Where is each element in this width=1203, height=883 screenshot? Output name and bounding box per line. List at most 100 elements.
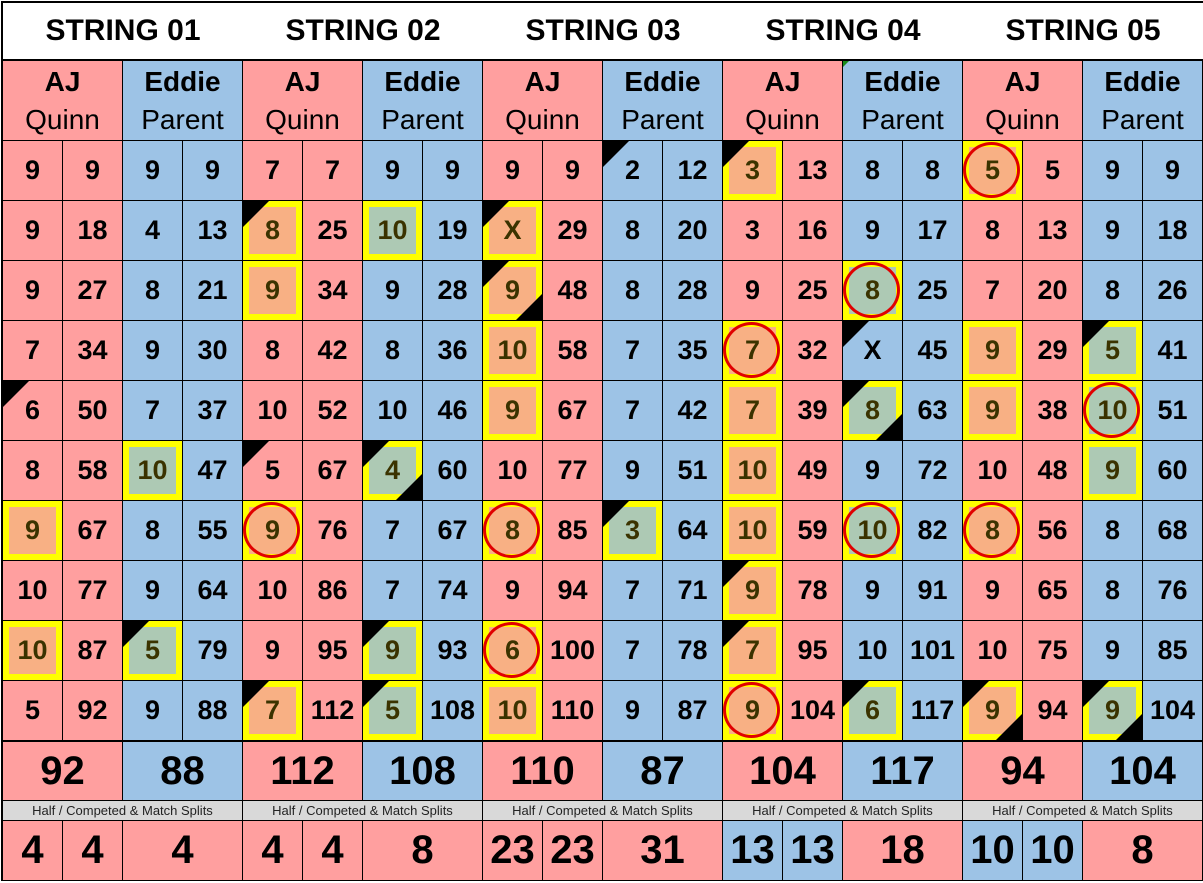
frame-score-cell[interactable]: 9 (243, 621, 303, 681)
frame-score-cell[interactable]: 10 (843, 501, 903, 561)
frame-score-cell[interactable]: 6 (843, 681, 903, 741)
frame-score-cell[interactable]: 10 (483, 441, 543, 501)
frame-score-cell[interactable]: 8 (243, 201, 303, 261)
frame-score-cell[interactable]: 10 (1083, 381, 1143, 441)
frame-score-cell[interactable]: 9 (243, 261, 303, 321)
frame-score-cell[interactable]: 7 (603, 621, 663, 681)
frame-score-cell[interactable]: 9 (723, 261, 783, 321)
frame-score-cell[interactable]: 9 (723, 681, 783, 741)
frame-score-cell[interactable]: 8 (243, 321, 303, 381)
frame-score-cell[interactable]: 9 (363, 621, 423, 681)
frame-score-cell[interactable]: 8 (363, 321, 423, 381)
frame-score-cell[interactable]: 8 (1083, 561, 1143, 621)
frame-score-cell[interactable]: 10 (963, 621, 1023, 681)
frame-score-cell[interactable]: 9 (3, 501, 63, 561)
frame-score-cell[interactable]: 9 (843, 441, 903, 501)
frame-score-cell[interactable]: 7 (363, 501, 423, 561)
frame-score-cell[interactable]: 9 (483, 261, 543, 321)
frame-score-cell[interactable]: 8 (963, 501, 1023, 561)
frame-score-cell[interactable]: 10 (363, 381, 423, 441)
frame-score-cell[interactable]: 7 (723, 381, 783, 441)
frame-score-cell[interactable]: 9 (963, 561, 1023, 621)
frame-score-cell[interactable]: 8 (603, 201, 663, 261)
frame-score-cell[interactable]: 10 (3, 621, 63, 681)
frame-score-cell[interactable]: 8 (603, 261, 663, 321)
frame-score-cell[interactable]: 9 (1083, 441, 1143, 501)
frame-score-cell[interactable]: 9 (3, 261, 63, 321)
frame-score-cell[interactable]: 7 (723, 321, 783, 381)
frame-score-cell[interactable]: 6 (3, 381, 63, 441)
frame-score-cell[interactable]: 9 (363, 261, 423, 321)
frame-score-cell[interactable]: 7 (243, 141, 303, 201)
frame-score-cell[interactable]: 3 (603, 501, 663, 561)
frame-score-cell[interactable]: 7 (963, 261, 1023, 321)
frame-score-cell[interactable]: 9 (483, 381, 543, 441)
frame-score-cell[interactable]: 5 (243, 441, 303, 501)
frame-score-cell[interactable]: 9 (963, 321, 1023, 381)
frame-score-cell[interactable]: 9 (1083, 681, 1143, 741)
frame-score-cell[interactable]: 7 (243, 681, 303, 741)
frame-score-cell[interactable]: 8 (843, 141, 903, 201)
frame-score-cell[interactable]: 10 (3, 561, 63, 621)
frame-score-cell[interactable]: 9 (483, 561, 543, 621)
frame-score-cell[interactable]: 5 (963, 141, 1023, 201)
frame-score-cell[interactable]: 9 (963, 681, 1023, 741)
frame-score-cell[interactable]: 4 (363, 441, 423, 501)
frame-score-cell[interactable]: 10 (123, 441, 183, 501)
frame-score-cell[interactable]: 10 (963, 441, 1023, 501)
frame-score-cell[interactable]: 5 (123, 621, 183, 681)
frame-score-cell[interactable]: 8 (3, 441, 63, 501)
frame-score-cell[interactable]: 9 (363, 141, 423, 201)
frame-score-cell[interactable]: 8 (123, 501, 183, 561)
frame-score-cell[interactable]: 2 (603, 141, 663, 201)
frame-score-cell[interactable]: 8 (483, 501, 543, 561)
frame-score-cell[interactable]: 9 (123, 141, 183, 201)
frame-score-cell[interactable]: 9 (963, 381, 1023, 441)
frame-score-cell[interactable]: X (483, 201, 543, 261)
frame-score-cell[interactable]: 7 (603, 561, 663, 621)
frame-score-cell[interactable]: 7 (363, 561, 423, 621)
frame-score-cell[interactable]: 9 (123, 681, 183, 741)
frame-score-cell[interactable]: 9 (123, 561, 183, 621)
frame-score-cell[interactable]: 3 (723, 201, 783, 261)
frame-score-cell[interactable]: 8 (1083, 261, 1143, 321)
frame-score-cell[interactable]: 10 (843, 621, 903, 681)
frame-score-cell[interactable]: 9 (1083, 141, 1143, 201)
frame-score-cell[interactable]: 9 (3, 201, 63, 261)
frame-score-cell[interactable]: X (843, 321, 903, 381)
frame-score-cell[interactable]: 9 (243, 501, 303, 561)
frame-score-cell[interactable]: 10 (723, 501, 783, 561)
frame-score-cell[interactable]: 10 (243, 561, 303, 621)
frame-score-cell[interactable]: 10 (363, 201, 423, 261)
frame-score-cell[interactable]: 3 (723, 141, 783, 201)
frame-score-cell[interactable]: 9 (843, 201, 903, 261)
frame-score-cell[interactable]: 5 (3, 681, 63, 741)
frame-score-cell[interactable]: 4 (123, 201, 183, 261)
frame-score-cell[interactable]: 9 (123, 321, 183, 381)
frame-score-cell[interactable]: 7 (123, 381, 183, 441)
frame-score-cell[interactable]: 8 (1083, 501, 1143, 561)
frame-score-cell[interactable]: 10 (723, 441, 783, 501)
frame-score-cell[interactable]: 9 (1083, 201, 1143, 261)
frame-score-cell[interactable]: 8 (963, 201, 1023, 261)
frame-score-cell[interactable]: 9 (483, 141, 543, 201)
frame-score-cell[interactable]: 6 (483, 621, 543, 681)
frame-score-cell[interactable]: 10 (483, 321, 543, 381)
frame-score-cell[interactable]: 10 (243, 381, 303, 441)
frame-score-cell[interactable]: 10 (483, 681, 543, 741)
frame-score-cell[interactable]: 7 (603, 321, 663, 381)
frame-score-cell[interactable]: 7 (723, 621, 783, 681)
frame-score-cell[interactable]: 8 (843, 381, 903, 441)
frame-score-cell[interactable]: 5 (363, 681, 423, 741)
frame-score-cell[interactable]: 9 (1083, 621, 1143, 681)
frame-score-cell[interactable]: 9 (843, 561, 903, 621)
frame-score-cell[interactable]: 9 (603, 681, 663, 741)
frame-score-cell[interactable]: 7 (3, 321, 63, 381)
frame-score-cell[interactable]: 9 (3, 141, 63, 201)
frame-score-cell[interactable]: 7 (603, 381, 663, 441)
frame-score-cell[interactable]: 8 (123, 261, 183, 321)
frame-score-cell[interactable]: 8 (843, 261, 903, 321)
frame-score-cell[interactable]: 9 (603, 441, 663, 501)
frame-score-cell[interactable]: 5 (1083, 321, 1143, 381)
frame-score-cell[interactable]: 9 (723, 561, 783, 621)
